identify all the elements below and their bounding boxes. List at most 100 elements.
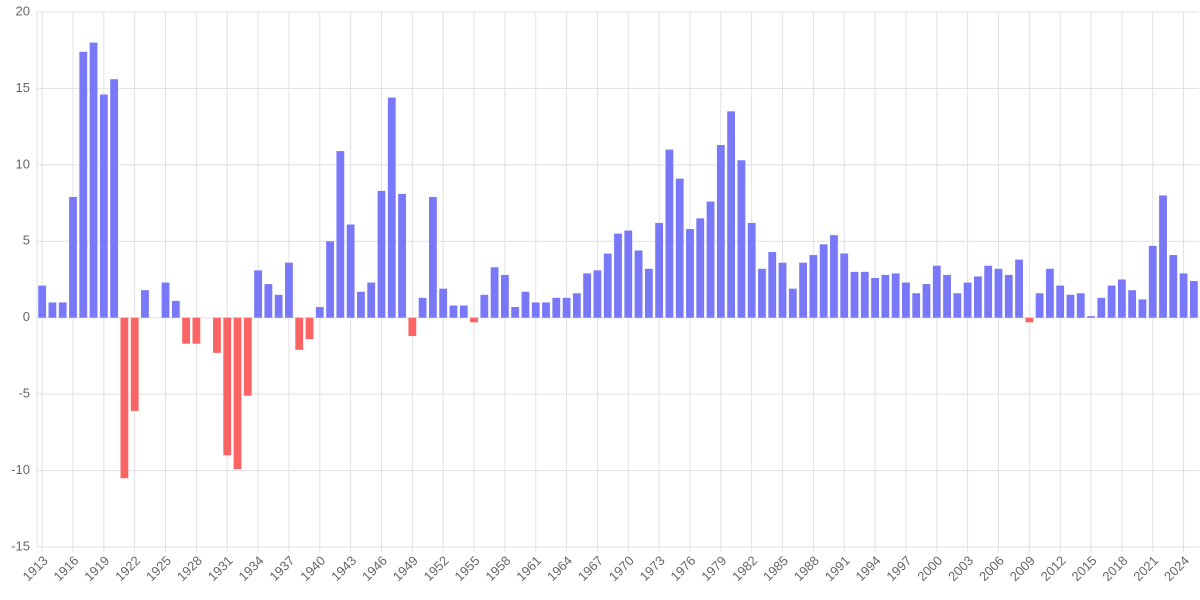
bar: [377, 190, 386, 318]
bar: [902, 282, 910, 318]
y-tick-label: 0: [23, 309, 30, 324]
y-tick-label: -15: [11, 538, 30, 553]
bar: [860, 271, 869, 318]
bar: [974, 276, 982, 318]
bar: [891, 273, 900, 318]
bar: [418, 297, 427, 318]
x-tick-label: 1922: [112, 553, 143, 584]
x-tick-label: 2024: [1161, 553, 1192, 584]
x-tick-label: 1913: [20, 553, 51, 584]
bar: [130, 317, 139, 411]
x-tick-label: 1991: [822, 553, 853, 584]
bar: [336, 151, 345, 318]
x-tick-label: 1958: [482, 553, 513, 584]
bar: [408, 317, 417, 337]
x-tick-label: 1994: [853, 553, 884, 584]
x-tick-label: 1979: [698, 553, 729, 584]
bar: [1138, 299, 1147, 318]
y-tick-label: 10: [16, 156, 30, 171]
bar: [932, 265, 941, 318]
bar: [295, 317, 304, 350]
bar: [799, 262, 808, 318]
bar: [470, 317, 478, 323]
bar: [1035, 293, 1044, 318]
x-tick-label: 2000: [914, 553, 945, 584]
bar: [285, 262, 293, 318]
bar: [819, 244, 828, 318]
bar: [1107, 285, 1116, 318]
bar: [120, 317, 129, 479]
bar: [922, 284, 931, 318]
x-tick-label: 1955: [452, 553, 483, 584]
x-tick-label: 1964: [544, 553, 575, 584]
bar: [542, 302, 550, 318]
bar: [768, 251, 777, 318]
bar: [357, 291, 365, 318]
bar: [69, 196, 77, 318]
bar: [346, 224, 355, 318]
x-tick-label: 1967: [575, 553, 606, 584]
bar: [387, 97, 396, 318]
bar: [233, 317, 242, 470]
x-tick-label: 1976: [667, 553, 698, 584]
bar: [943, 274, 951, 318]
x-tick-label: 2021: [1130, 553, 1161, 584]
y-tick-label: 15: [16, 80, 30, 95]
bar: [305, 317, 314, 340]
x-tick-label: 1946: [359, 553, 390, 584]
bar: [634, 250, 643, 318]
x-tick-label: 1985: [760, 553, 791, 584]
bar: [89, 42, 98, 318]
bar: [1179, 273, 1188, 318]
x-tick-label: 1925: [143, 553, 174, 584]
bar: [79, 51, 88, 318]
bar: [1128, 290, 1137, 318]
bar: [490, 267, 499, 318]
bar: [1015, 259, 1023, 318]
bar: [984, 265, 993, 318]
x-tick-label: 1997: [883, 553, 914, 584]
bar: [727, 111, 736, 318]
bar: [1148, 245, 1157, 318]
bar: [58, 302, 67, 318]
bar: [644, 268, 653, 318]
bar: [182, 317, 191, 344]
bar: [99, 94, 108, 318]
bar: [881, 274, 890, 318]
x-tick-label: 1934: [236, 553, 267, 584]
x-tick-label: 1919: [81, 553, 112, 584]
bar: [500, 274, 509, 318]
x-tick-label: 1943: [328, 553, 359, 584]
bar: [531, 302, 540, 318]
bar: [511, 307, 520, 318]
bar: [614, 233, 622, 318]
bar: [953, 293, 962, 318]
bar: [48, 302, 57, 318]
bar: [254, 270, 262, 318]
bar: [1117, 279, 1126, 318]
bar: [665, 149, 674, 318]
bar: [264, 284, 273, 318]
bar: [274, 294, 283, 318]
x-tick-label: 2015: [1069, 553, 1100, 584]
x-tick-label: 1988: [791, 553, 822, 584]
bar: [315, 307, 324, 318]
bar: [809, 255, 818, 318]
bar: [716, 144, 725, 318]
x-tick-label: 1931: [205, 553, 236, 584]
x-tick-label: 1961: [513, 553, 544, 584]
x-tick-label: 1937: [266, 553, 297, 584]
bar: [449, 305, 458, 318]
x-tick-label: 2003: [945, 553, 976, 584]
bar: [737, 160, 746, 318]
bar: [171, 300, 180, 318]
bar: [830, 235, 838, 318]
bar: [459, 305, 468, 318]
bar: [110, 79, 119, 318]
x-tick-label: 1949: [390, 553, 421, 584]
bar: [439, 288, 448, 318]
bar: [583, 273, 592, 318]
bar: [696, 218, 705, 318]
y-tick-label: 20: [16, 3, 30, 18]
